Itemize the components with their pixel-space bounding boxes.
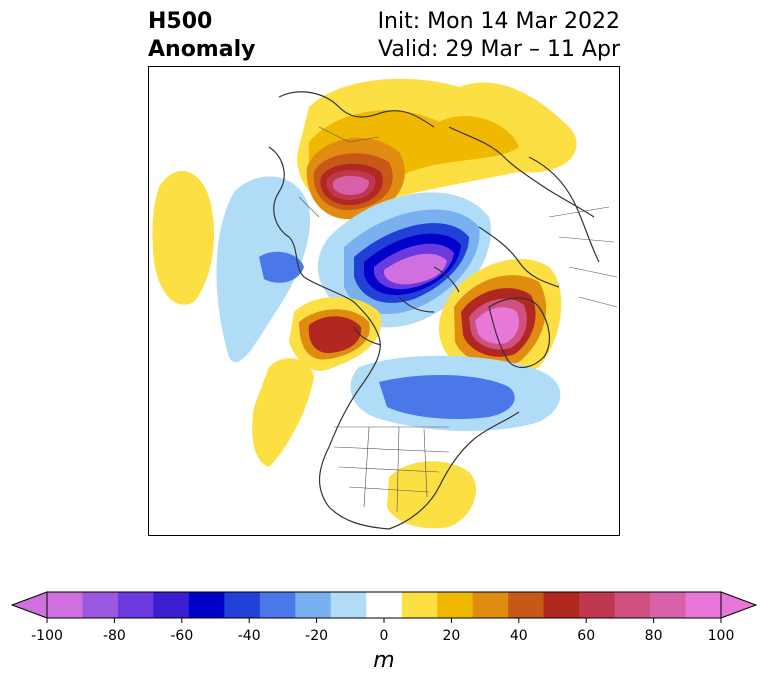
- run-info: Init: Mon 14 Mar 2022 Valid: 29 Mar – 11…: [378, 8, 620, 64]
- positive-anomaly-southeast: [387, 461, 477, 529]
- colorbar-swatch: [543, 592, 580, 618]
- colorbar-tick-label: 20: [442, 628, 460, 644]
- title-line-2: Anomaly: [148, 37, 256, 62]
- negative-anomaly-pacific: [216, 176, 310, 363]
- colorbar-graphic: -100 -80 -60 -40 -20 0 20 40 60 80 100: [10, 591, 758, 644]
- positive-anomaly-west-pacific: [152, 170, 214, 305]
- colorbar-tick-label: 60: [577, 628, 595, 644]
- positive-anomaly-alaska: [289, 297, 382, 371]
- negative-anomaly-canada: [350, 355, 561, 432]
- colorbar-swatch: [117, 592, 154, 618]
- colorbar-swatch: [295, 592, 332, 618]
- colorbar-swatch: [224, 592, 261, 618]
- colorbar-tick-label: -100: [31, 628, 63, 644]
- colorbar-swatch: [472, 592, 509, 618]
- positive-anomaly-siberia: [297, 78, 577, 220]
- chart-title: H500 Anomaly: [148, 8, 255, 64]
- colorbar-swatch: [259, 592, 296, 618]
- colorbar-tick-label: 0: [380, 628, 389, 644]
- colorbar-swatch: [579, 592, 616, 618]
- political-borders: [298, 126, 618, 513]
- colorbar-swatch: [437, 592, 474, 618]
- colorbar-swatch: [153, 592, 190, 618]
- colorbar-swatch: [401, 592, 438, 618]
- coastlines: [268, 91, 600, 530]
- colorbar-swatch: [82, 592, 119, 618]
- colorbar-swatch: [650, 592, 687, 618]
- colorbar-swatch: [366, 592, 403, 618]
- negative-anomaly-arctic: [317, 192, 491, 328]
- colorbar-tick-label: -80: [103, 628, 126, 644]
- positive-anomaly-west-coast: [252, 358, 314, 467]
- colorbar-swatch: [508, 592, 545, 618]
- colorbar-extend-max: [720, 591, 758, 619]
- title-line-1: H500: [148, 9, 213, 34]
- init-date-label: Init: Mon 14 Mar 2022: [377, 9, 620, 34]
- colorbar-swatch: [614, 592, 651, 618]
- colorbar: -100 -80 -60 -40 -20 0 20 40 60 80 100: [0, 580, 768, 680]
- colorbar-swatch: [685, 592, 722, 618]
- map-panel: [148, 66, 620, 536]
- colorbar-unit-label: m: [373, 648, 395, 673]
- anomaly-map: [152, 78, 618, 530]
- colorbar-swatch: [188, 592, 225, 618]
- colorbar-tick-label: 100: [708, 628, 735, 644]
- colorbar-tick-label: -20: [305, 628, 328, 644]
- colorbar-tick-label: -60: [170, 628, 193, 644]
- colorbar-extend-min: [10, 591, 48, 619]
- colorbar-tick-label: 80: [645, 628, 663, 644]
- colorbar-tick-label: 40: [510, 628, 528, 644]
- valid-range-label: Valid: 29 Mar – 11 Apr: [378, 37, 620, 62]
- colorbar-tick-label: -40: [238, 628, 261, 644]
- colorbar-swatch: [47, 592, 83, 618]
- colorbar-swatch: [330, 592, 367, 618]
